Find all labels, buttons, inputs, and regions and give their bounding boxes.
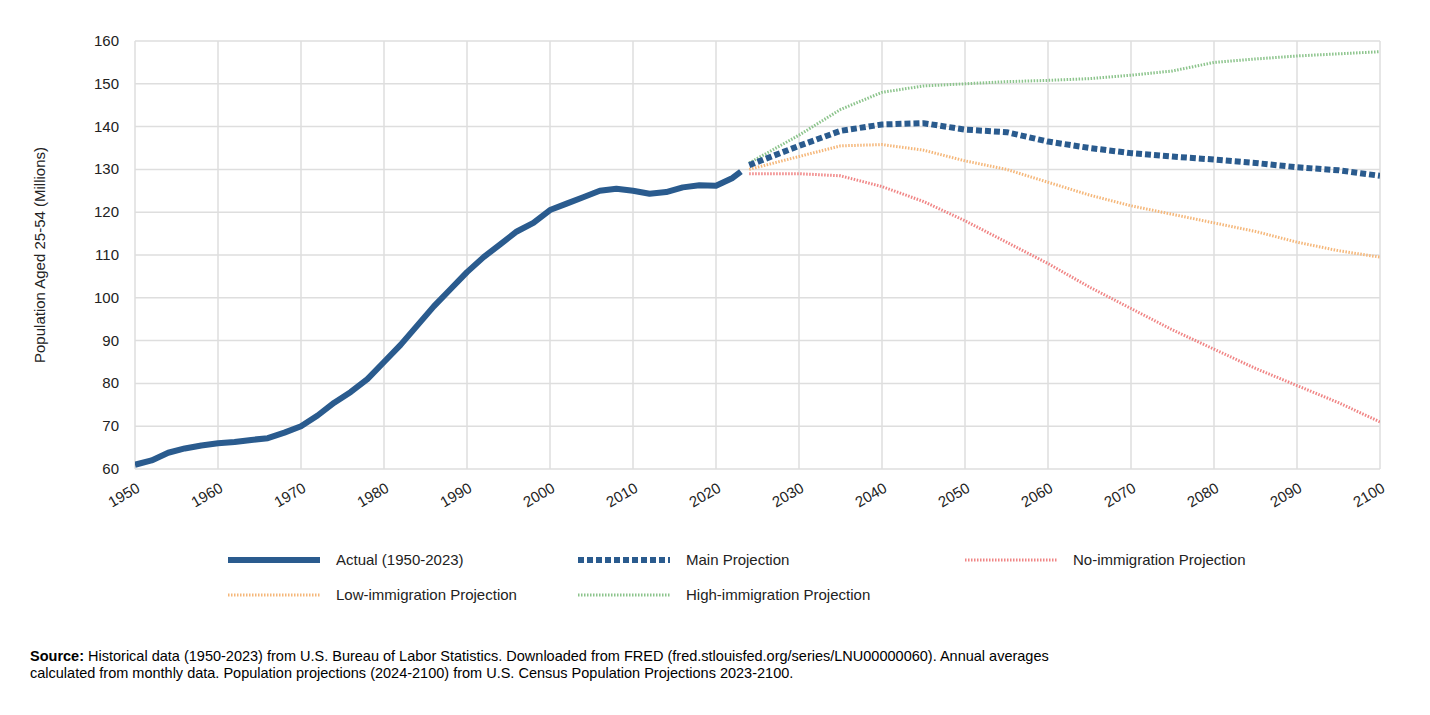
x-grid-line xyxy=(798,41,800,469)
y-grid-line xyxy=(135,468,1380,470)
y-tick-label: 120 xyxy=(94,203,119,220)
legend-swatch xyxy=(578,557,670,563)
y-tick-label: 160 xyxy=(94,32,119,49)
x-tick-label: 1990 xyxy=(437,479,474,510)
source-text: calculated from monthly data. Population… xyxy=(30,665,793,681)
x-tick-label: 2050 xyxy=(935,479,972,510)
series-line xyxy=(749,174,1380,422)
plot-area xyxy=(135,52,1380,465)
y-grid-line xyxy=(135,211,1380,213)
y-grid-line xyxy=(135,340,1380,342)
x-grid-line xyxy=(383,41,385,469)
legend-label: High-immigration Projection xyxy=(686,586,870,603)
y-grid-line xyxy=(135,383,1380,385)
x-tick-label: 2060 xyxy=(1018,479,1055,510)
legend-swatch xyxy=(578,594,670,597)
y-grid-line xyxy=(135,425,1380,427)
x-tick-label: 2020 xyxy=(686,479,723,510)
y-tick-label: 130 xyxy=(94,160,119,177)
x-tick-label: 1950 xyxy=(105,479,142,510)
y-grid-line xyxy=(135,83,1380,85)
legend: Actual (1950-2023) Main Projection No-immi… xyxy=(228,551,1246,603)
x-grid-line xyxy=(217,41,219,469)
legend-swatch xyxy=(228,557,320,563)
series-line xyxy=(749,145,1380,258)
x-grid-line xyxy=(1296,41,1298,469)
x-grid-line xyxy=(1213,41,1215,469)
x-tick-label: 2010 xyxy=(603,479,640,510)
x-tick-label: 2070 xyxy=(1101,479,1138,510)
x-grid-line xyxy=(300,41,302,469)
y-grid-line xyxy=(135,40,1380,42)
y-tick-label: 140 xyxy=(94,118,119,135)
x-tick-label: 2100 xyxy=(1350,479,1387,510)
y-tick-label: 70 xyxy=(102,417,119,434)
legend-label: Actual (1950-2023) xyxy=(336,551,464,568)
x-tick-label: 2030 xyxy=(769,479,806,510)
x-tick-label: 1960 xyxy=(188,479,225,510)
legend-label: Main Projection xyxy=(686,551,789,568)
x-grid-line xyxy=(549,41,551,469)
chart: 60 70 80 90 100 110 120 130 140 150 160 1950 1960 197… xyxy=(0,0,1430,715)
y-grid-line xyxy=(135,126,1380,128)
legend-label: No-immigration Projection xyxy=(1073,551,1246,568)
x-tick-label: 2000 xyxy=(520,479,557,510)
x-grid-line xyxy=(1047,41,1049,469)
y-grid-line xyxy=(135,297,1380,299)
y-tick-label: 110 xyxy=(95,246,119,263)
grid xyxy=(135,41,1380,469)
x-tick-label: 1980 xyxy=(354,479,391,510)
x-grid-line xyxy=(881,41,883,469)
x-tick-label: 2080 xyxy=(1184,479,1221,510)
source-note: Source: Historical data (1950-2023) from… xyxy=(30,648,1410,682)
legend-swatch xyxy=(965,559,1057,562)
x-tick-label: 1970 xyxy=(271,479,308,510)
y-grid-line xyxy=(135,254,1380,256)
legend-swatch xyxy=(228,594,320,597)
source-text: Historical data (1950-2023) from U.S. Bu… xyxy=(88,648,1049,664)
x-grid-line xyxy=(632,41,634,469)
x-grid-line xyxy=(715,41,717,469)
source-label: Source: xyxy=(30,648,84,664)
x-grid-line xyxy=(1379,41,1381,469)
y-tick-label: 90 xyxy=(102,332,119,349)
legend-label: Low-immigration Projection xyxy=(336,586,517,603)
y-tick-label: 80 xyxy=(102,374,119,391)
y-axis-label: Population Aged 25-54 (Millions) xyxy=(31,147,48,363)
y-grid-line xyxy=(135,169,1380,171)
y-tick-label: 100 xyxy=(94,289,119,306)
x-grid-line xyxy=(134,41,136,469)
y-tick-label: 150 xyxy=(94,75,119,92)
x-tick-label: 2040 xyxy=(852,479,889,510)
series-line xyxy=(749,123,1380,176)
x-grid-line xyxy=(964,41,966,469)
x-grid-line xyxy=(1130,41,1132,469)
series-line xyxy=(135,172,741,465)
x-tick-label: 2090 xyxy=(1267,479,1304,510)
x-grid-line xyxy=(466,41,468,469)
y-tick-label: 60 xyxy=(102,460,119,477)
